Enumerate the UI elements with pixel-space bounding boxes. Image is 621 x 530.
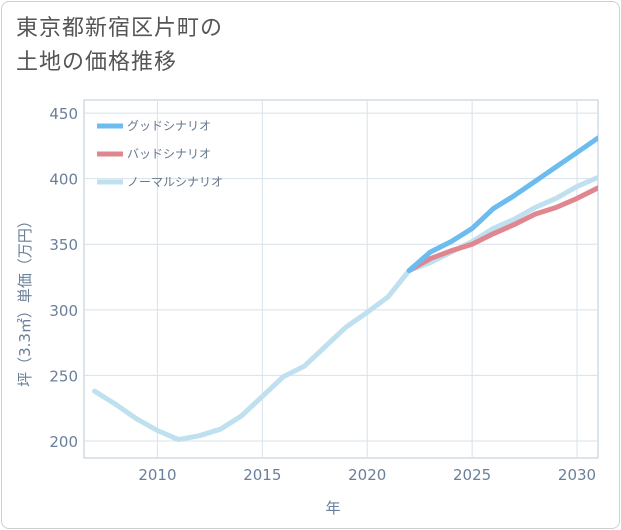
y-tick-label: 300 <box>49 302 78 320</box>
chart-title: 東京都新宿区片町の 土地の価格推移 <box>16 12 223 80</box>
legend-label-2: ノーマルシナリオ <box>127 175 223 189</box>
y-tick-label: 200 <box>49 433 78 451</box>
series-line-2 <box>92 174 598 443</box>
x-tick-label: 2010 <box>138 466 176 484</box>
x-tick-label: 2020 <box>348 466 386 484</box>
y-tick-label: 250 <box>49 367 78 385</box>
y-axis-title: 坪（3.3㎡）単価（万円） <box>16 213 34 387</box>
legend-label-1: バッドシナリオ <box>127 147 211 161</box>
plot-area <box>83 99 599 459</box>
series-line-0 <box>406 135 598 273</box>
legend-label-0: グッドシナリオ <box>127 119 211 133</box>
y-tick-label: 350 <box>49 236 78 254</box>
y-tick-label: 450 <box>49 105 78 123</box>
x-axis-title: 年 <box>325 499 340 517</box>
x-tick-label: 2025 <box>453 466 491 484</box>
y-tick-label: 400 <box>49 171 78 189</box>
x-tick-label: 2015 <box>243 466 281 484</box>
series-line-1 <box>406 185 598 273</box>
chart-title-line-1: 東京都新宿区片町の <box>16 16 224 41</box>
chart-title-line-2: 土地の価格推移 <box>16 50 178 75</box>
x-tick-label: 2030 <box>558 466 596 484</box>
